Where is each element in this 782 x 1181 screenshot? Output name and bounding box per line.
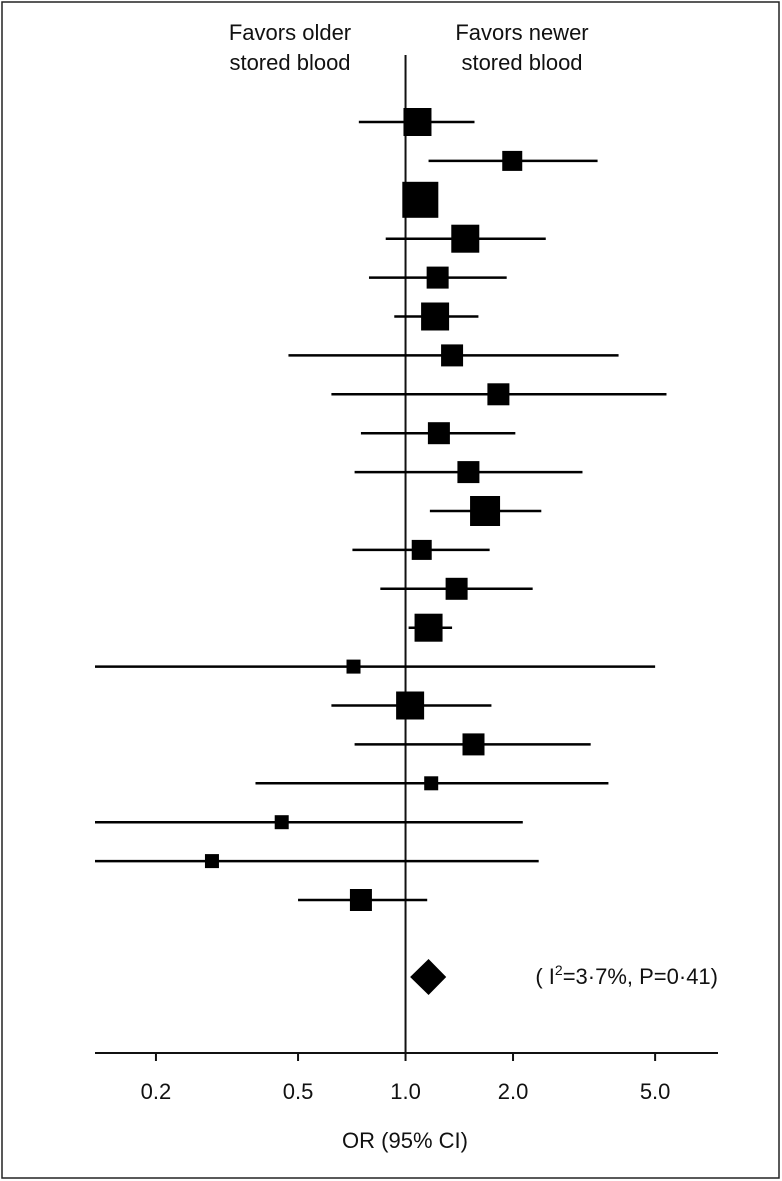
point-estimate <box>502 150 523 171</box>
point-estimate <box>487 383 510 406</box>
point-estimate <box>451 224 480 253</box>
point-estimate <box>396 691 425 720</box>
point-estimate <box>424 776 439 791</box>
point-estimate <box>346 659 361 674</box>
point-estimate <box>349 889 372 911</box>
point-estimate <box>445 577 468 600</box>
point-estimate <box>414 613 443 642</box>
annotation: ( I2=3·7%, P=0·41) <box>535 962 718 989</box>
point-estimate <box>457 461 480 484</box>
point-estimate <box>441 344 464 367</box>
x-tick-label: 2.0 <box>498 1079 529 1104</box>
x-axis-label: OR (95% CI) <box>342 1128 468 1153</box>
header-right: Favors newer <box>455 20 588 45</box>
point-estimate <box>411 539 432 560</box>
point-estimate <box>427 422 450 445</box>
point-estimate <box>470 496 501 526</box>
pooled-estimate <box>410 959 447 995</box>
x-tick-label: 0.2 <box>141 1079 172 1104</box>
x-tick-label: 1.0 <box>390 1079 421 1104</box>
point-estimate <box>403 108 432 136</box>
header-right: stored blood <box>461 50 582 75</box>
x-tick-label: 0.5 <box>283 1079 314 1104</box>
x-tick-label: 5.0 <box>640 1079 671 1104</box>
point-estimate <box>204 854 219 869</box>
point-estimate <box>426 266 449 289</box>
point-estimate <box>462 733 485 756</box>
header-left: stored blood <box>229 50 350 75</box>
annotation-text: =3·7%, P=0·41) <box>563 964 718 989</box>
point-estimate <box>274 815 289 830</box>
annotation-text: ( I <box>535 964 555 989</box>
header-left: Favors older <box>229 20 351 45</box>
annotation-sup: 2 <box>555 962 563 978</box>
point-estimate <box>402 181 439 218</box>
point-estimate <box>421 302 450 331</box>
